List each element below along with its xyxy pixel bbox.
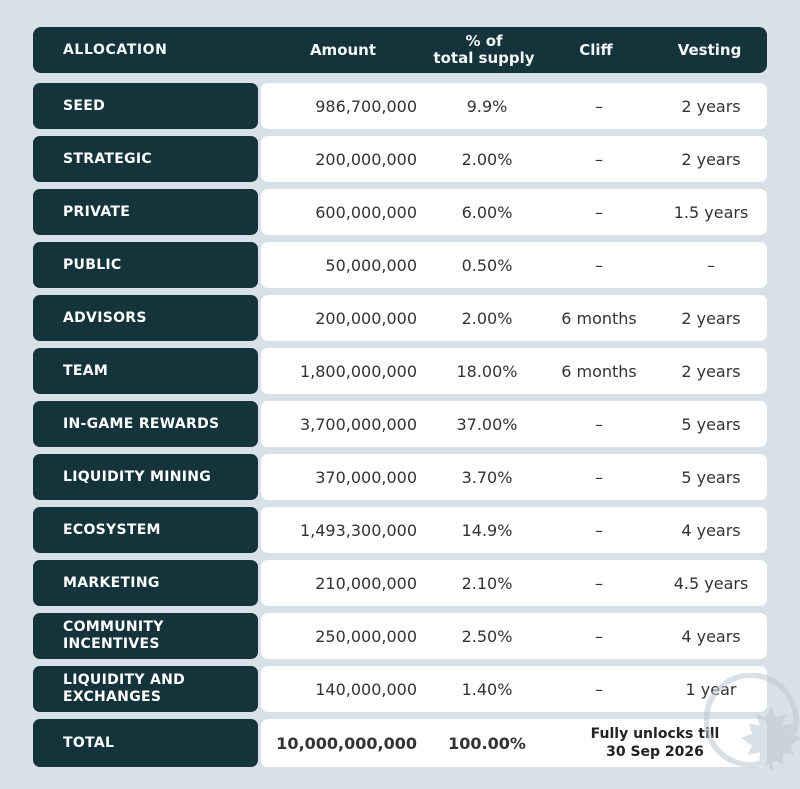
allocation-label-cell: ECOSYSTEM [33, 507, 258, 553]
percent-cell: 0.50% [461, 255, 513, 275]
row-values: 250,000,000 2.50% – 4 years [261, 613, 767, 659]
cliff-cell: – [595, 467, 603, 487]
allocation-label-cell: MARKETING [33, 560, 258, 606]
amount-cell: 250,000,000 [315, 626, 417, 646]
cliff-cell: – [595, 202, 603, 222]
percent-cell: 2.10% [461, 573, 513, 593]
vesting-cell: 1.5 years [673, 202, 749, 222]
allocation-label-cell: STRATEGIC [33, 136, 258, 182]
amount-cell: 1,800,000,000 [299, 361, 417, 381]
vesting-cell: 2 years [681, 308, 741, 328]
vesting-cell: 1 year [685, 679, 737, 699]
cliff-cell: – [595, 520, 603, 540]
allocation-label-cell: PUBLIC [33, 242, 258, 288]
percent-cell: 6.00% [461, 202, 513, 222]
table-row: PRIVATE 600,000,000 6.00% – 1.5 years [33, 189, 767, 235]
cliff-cell: 6 months [561, 308, 637, 328]
cliff-cell: – [595, 679, 603, 699]
row-values: 200,000,000 2.00% – 2 years [261, 136, 767, 182]
vesting-cell: 5 years [681, 467, 741, 487]
table-row: ECOSYSTEM 1,493,300,000 14.9% – 4 years [33, 507, 767, 553]
cliff-cell: – [595, 255, 603, 275]
cliff-cell: – [595, 96, 603, 116]
row-values: 600,000,000 6.00% – 1.5 years [261, 189, 767, 235]
row-values: 3,700,000,000 37.00% – 5 years [261, 401, 767, 447]
allocation-label-cell: IN-GAME REWARDS [33, 401, 258, 447]
amount-cell: 200,000,000 [315, 149, 417, 169]
total-amount-cell: 10,000,000,000 [276, 733, 417, 753]
allocation-label-cell: LIQUIDITY AND EXCHANGES [33, 666, 258, 712]
allocation-label-cell: TEAM [33, 348, 258, 394]
table-row: SEED 986,700,000 9.9% – 2 years [33, 83, 767, 129]
table-row: LIQUIDITY MINING 370,000,000 3.70% – 5 y… [33, 454, 767, 500]
table-row: MARKETING 210,000,000 2.10% – 4.5 years [33, 560, 767, 606]
row-values: 210,000,000 2.10% – 4.5 years [261, 560, 767, 606]
percent-cell: 2.00% [461, 308, 513, 328]
amount-cell: 370,000,000 [315, 467, 417, 487]
amount-cell: 986,700,000 [315, 96, 417, 116]
percent-cell: 18.00% [456, 361, 518, 381]
vesting-cell: 2 years [681, 149, 741, 169]
table-row: COMMUNITY INCENTIVES 250,000,000 2.50% –… [33, 613, 767, 659]
table-row: TEAM 1,800,000,000 18.00% 6 months 2 yea… [33, 348, 767, 394]
vesting-cell: 2 years [681, 361, 741, 381]
vesting-cell: 2 years [681, 96, 741, 116]
percent-cell: 1.40% [461, 679, 513, 699]
table-body: SEED 986,700,000 9.9% – 2 years STRATEGI… [33, 83, 767, 712]
amount-cell: 210,000,000 [315, 573, 417, 593]
table-row: PUBLIC 50,000,000 0.50% – – [33, 242, 767, 288]
cliff-cell: 6 months [561, 361, 637, 381]
percent-cell: 2.00% [461, 149, 513, 169]
header-allocation: ALLOCATION [63, 42, 168, 58]
allocation-table: ALLOCATION Amount % of total supply Clif… [33, 27, 767, 767]
allocation-label-cell: ADVISORS [33, 295, 258, 341]
vesting-cell: 4.5 years [673, 573, 749, 593]
header-percent: % of total supply [433, 32, 535, 67]
cliff-cell: – [595, 414, 603, 434]
header-cliff: Cliff [579, 40, 613, 59]
percent-cell: 37.00% [456, 414, 518, 434]
table-header-row: ALLOCATION Amount % of total supply Clif… [33, 27, 767, 73]
cliff-cell: – [595, 149, 603, 169]
allocation-label-cell: COMMUNITY INCENTIVES [33, 613, 258, 659]
row-values: 200,000,000 2.00% 6 months 2 years [261, 295, 767, 341]
percent-cell: 9.9% [466, 96, 508, 116]
vesting-cell: – [707, 255, 715, 275]
cliff-cell: – [595, 573, 603, 593]
amount-cell: 3,700,000,000 [299, 414, 417, 434]
total-row: TOTAL 10,000,000,000 100.00% Fully unloc… [33, 719, 767, 767]
vesting-cell: 5 years [681, 414, 741, 434]
amount-cell: 50,000,000 [325, 255, 417, 275]
row-values: 986,700,000 9.9% – 2 years [261, 83, 767, 129]
table-row: ADVISORS 200,000,000 2.00% 6 months 2 ye… [33, 295, 767, 341]
row-values: 1,493,300,000 14.9% – 4 years [261, 507, 767, 553]
vesting-cell: 4 years [681, 626, 741, 646]
row-values: 140,000,000 1.40% – 1 year [261, 666, 767, 712]
percent-cell: 3.70% [461, 467, 513, 487]
table-row: LIQUIDITY AND EXCHANGES 140,000,000 1.40… [33, 666, 767, 712]
header-amount: Amount [309, 40, 377, 59]
table-row: STRATEGIC 200,000,000 2.00% – 2 years [33, 136, 767, 182]
row-values: 1,800,000,000 18.00% 6 months 2 years [261, 348, 767, 394]
amount-cell: 1,493,300,000 [299, 520, 417, 540]
row-values: 370,000,000 3.70% – 5 years [261, 454, 767, 500]
cliff-cell: – [595, 626, 603, 646]
percent-cell: 2.50% [461, 626, 513, 646]
table-row: IN-GAME REWARDS 3,700,000,000 37.00% – 5… [33, 401, 767, 447]
amount-cell: 140,000,000 [315, 679, 417, 699]
allocation-label-cell: PRIVATE [33, 189, 258, 235]
total-unlock-note: Fully unlocks till 30 Sep 2026 [590, 726, 720, 760]
allocation-label-cell: SEED [33, 83, 258, 129]
total-percent-cell: 100.00% [448, 733, 526, 753]
total-row-values: 10,000,000,000 100.00% Fully unlocks til… [261, 719, 767, 767]
total-label-cell: TOTAL [33, 719, 258, 767]
header-vesting: Vesting [677, 40, 742, 59]
amount-cell: 200,000,000 [315, 308, 417, 328]
percent-cell: 14.9% [461, 520, 513, 540]
vesting-cell: 4 years [681, 520, 741, 540]
allocation-label-cell: LIQUIDITY MINING [33, 454, 258, 500]
amount-cell: 600,000,000 [315, 202, 417, 222]
row-values: 50,000,000 0.50% – – [261, 242, 767, 288]
